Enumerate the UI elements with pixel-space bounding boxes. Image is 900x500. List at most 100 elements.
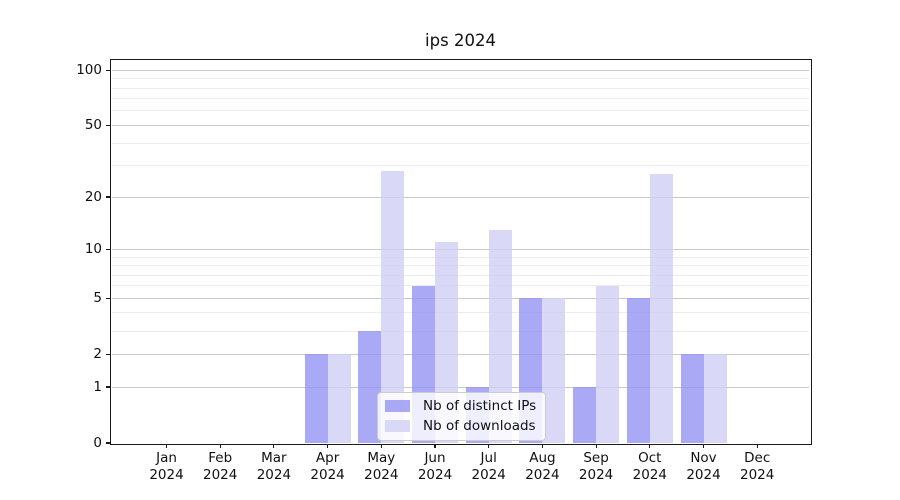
x-tick-mark	[273, 444, 275, 449]
gridline-minor	[112, 312, 809, 314]
x-tick-month: May	[367, 450, 396, 466]
gridline-minor	[112, 265, 809, 266]
bar-downloads-may	[381, 170, 405, 443]
x-tick-label-jan: Jan 2024	[135, 450, 199, 484]
x-tick-month: Jul	[480, 450, 497, 466]
y-tick-label: 100	[76, 62, 102, 79]
gridline-minor	[112, 165, 809, 167]
y-tick-label: 20	[84, 189, 102, 206]
chart-title: ips 2024	[425, 31, 496, 50]
x-tick-mark	[756, 444, 758, 449]
bar-ips-may	[358, 331, 382, 443]
bar-downloads-jul	[488, 229, 512, 443]
x-tick-year: 2024	[740, 467, 775, 483]
gridline-major	[112, 248, 809, 250]
x-tick-mark	[595, 444, 597, 449]
x-tick-year: 2024	[417, 467, 453, 483]
gridline-minor	[112, 98, 809, 100]
gridline-major	[112, 69, 809, 71]
x-tick-year: 2024	[364, 467, 399, 483]
x-tick-year: 2024	[525, 467, 560, 483]
x-tick-label-nov: Nov 2024	[672, 450, 736, 484]
y-tick-mark	[106, 297, 110, 299]
bar-downloads-sep	[596, 285, 620, 443]
gridline-minor	[112, 330, 809, 332]
legend: Nb of distinct IPs Nb of downloads	[377, 392, 547, 441]
x-tick-year: 2024	[578, 467, 614, 483]
bar-downloads-oct	[649, 173, 673, 443]
x-tick-month: Jun	[424, 450, 446, 466]
gridline-minor	[112, 78, 809, 80]
y-tick-label: 50	[84, 117, 102, 134]
legend-swatch-downloads	[385, 420, 410, 432]
x-tick-label-may: May 2024	[349, 450, 413, 484]
x-tick-month: Apr	[315, 450, 340, 466]
bar-ips-apr	[304, 354, 328, 443]
legend-label-downloads: Nb of downloads	[423, 418, 536, 434]
gridline-major	[112, 386, 809, 388]
y-tick-mark	[106, 442, 110, 444]
bar-ips-nov	[680, 354, 704, 443]
x-tick-mark	[702, 444, 705, 449]
y-tick-mark	[106, 248, 110, 250]
gridline-minor	[112, 142, 809, 144]
x-tick-year: 2024	[632, 467, 667, 483]
x-tick-mark	[165, 444, 168, 449]
x-tick-mark	[649, 444, 651, 449]
x-tick-label-jul: Jul 2024	[457, 450, 521, 484]
gridline-major	[112, 196, 809, 198]
gridline-minor	[112, 274, 809, 276]
x-tick-label-dec: Dec 2024	[725, 450, 789, 484]
x-tick-year: 2024	[686, 467, 721, 483]
y-tick-label: 0	[93, 435, 102, 451]
gridline-major	[112, 124, 809, 126]
x-tick-label-sep: Sep 2024	[564, 450, 628, 484]
x-tick-month: Mar	[261, 450, 287, 466]
x-tick-label-oct: Oct 2024	[618, 450, 682, 484]
x-tick-year: 2024	[256, 467, 292, 483]
x-tick-month: Sep	[583, 450, 609, 466]
y-tick-mark	[106, 124, 110, 126]
bar-ips-sep	[573, 387, 597, 443]
x-tick-month: Oct	[638, 450, 662, 466]
legend-label-distinct-ips: Nb of distinct IPs	[423, 398, 537, 414]
legend-item-downloads: Nb of downloads	[385, 418, 536, 434]
y-tick-mark	[106, 353, 110, 355]
bar-downloads-apr	[327, 354, 351, 443]
y-tick-mark	[106, 386, 110, 388]
gridline-minor	[112, 110, 809, 112]
x-tick-label-jun: Jun 2024	[403, 450, 467, 484]
x-tick-year: 2024	[471, 467, 506, 483]
x-tick-month: Jan	[156, 450, 177, 466]
gridline-minor	[112, 256, 809, 258]
x-tick-mark	[541, 444, 543, 449]
x-tick-mark	[219, 444, 221, 449]
x-tick-label-aug: Aug 2024	[510, 450, 574, 484]
x-tick-mark	[434, 444, 436, 449]
y-tick-label: 2	[93, 346, 102, 363]
legend-swatch-distinct-ips	[385, 400, 410, 412]
y-tick-label: 1	[93, 379, 102, 395]
gridline-minor	[112, 87, 809, 89]
x-tick-month: Dec	[744, 450, 771, 466]
gridline-minor	[112, 285, 809, 287]
legend-item-distinct-ips: Nb of distinct IPs	[385, 398, 536, 414]
y-tick-mark	[106, 196, 110, 198]
y-tick-label: 10	[84, 241, 102, 258]
bar-downloads-nov	[703, 354, 727, 443]
x-tick-year: 2024	[149, 467, 184, 483]
x-tick-mark	[380, 444, 382, 449]
x-tick-month: Aug	[529, 450, 556, 466]
y-tick-mark	[106, 69, 110, 71]
x-tick-month: Feb	[208, 450, 233, 466]
x-tick-label-feb: Feb 2024	[188, 450, 252, 484]
x-tick-label-apr: Apr 2024	[296, 450, 360, 484]
x-tick-mark	[488, 444, 490, 449]
x-tick-label-mar: Mar 2024	[242, 450, 306, 484]
y-tick-label: 5	[93, 290, 102, 307]
gridline-major	[112, 297, 809, 299]
bar-downloads-aug	[542, 298, 566, 443]
gridline-major	[112, 353, 809, 355]
x-tick-year: 2024	[203, 467, 238, 483]
